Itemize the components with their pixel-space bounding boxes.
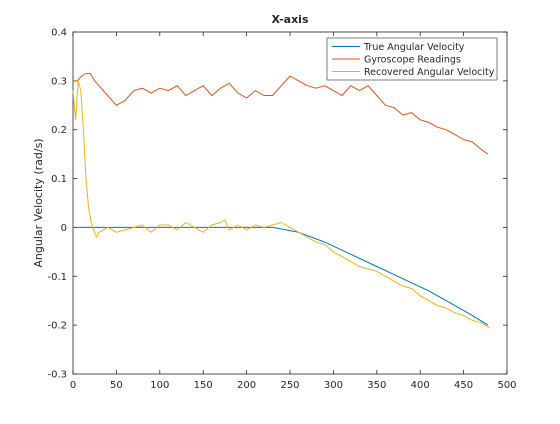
x-tick-label: 500 xyxy=(497,380,516,391)
series-layer xyxy=(72,73,490,329)
x-tick-label: 450 xyxy=(454,380,473,391)
x-tick-label: 150 xyxy=(194,380,213,391)
x-tick-label: 50 xyxy=(110,380,123,391)
x-axis: 0 50 100 150 200 250 300 350 400 450 500 xyxy=(70,32,517,391)
x-tick-label: 200 xyxy=(237,380,256,391)
y-axis: -0.3 -0.2 -0.1 0 0.1 0.2 0.3 0.4 xyxy=(47,28,507,381)
y-tick-label: 0.1 xyxy=(51,174,67,185)
y-tick-label: 0.3 xyxy=(51,76,67,87)
x-tick-label: 300 xyxy=(324,380,343,391)
plot-area xyxy=(72,31,508,375)
x-tick-label: 400 xyxy=(411,380,430,391)
y-tick-label: -0.2 xyxy=(47,321,67,332)
y-tick-label: -0.3 xyxy=(47,370,67,381)
gyroscope-readings-line xyxy=(73,73,489,155)
x-tick-label: 250 xyxy=(280,380,299,391)
x-tick-label: 350 xyxy=(367,380,386,391)
true-angular-velocity-line xyxy=(73,226,489,326)
legend: True Angular Velocity Gyroscope Readings… xyxy=(326,37,498,81)
y-tick-label: 0.4 xyxy=(51,28,67,39)
legend-label-true: True Angular Velocity xyxy=(363,42,465,53)
recovered-angular-velocity-line xyxy=(72,80,490,329)
chart-title: X-axis xyxy=(272,13,309,26)
legend-label-gyro: Gyroscope Readings xyxy=(364,55,461,66)
y-tick-label: -0.1 xyxy=(47,272,67,283)
x-tick-label: 0 xyxy=(70,380,76,391)
y-tick-label: 0 xyxy=(61,223,67,234)
x-tick-label: 100 xyxy=(150,380,169,391)
y-axis-label: Angular Velocity (rad/s) xyxy=(32,138,45,267)
legend-label-recovered: Recovered Angular Velocity xyxy=(364,67,495,78)
y-tick-label: 0.2 xyxy=(51,125,67,136)
